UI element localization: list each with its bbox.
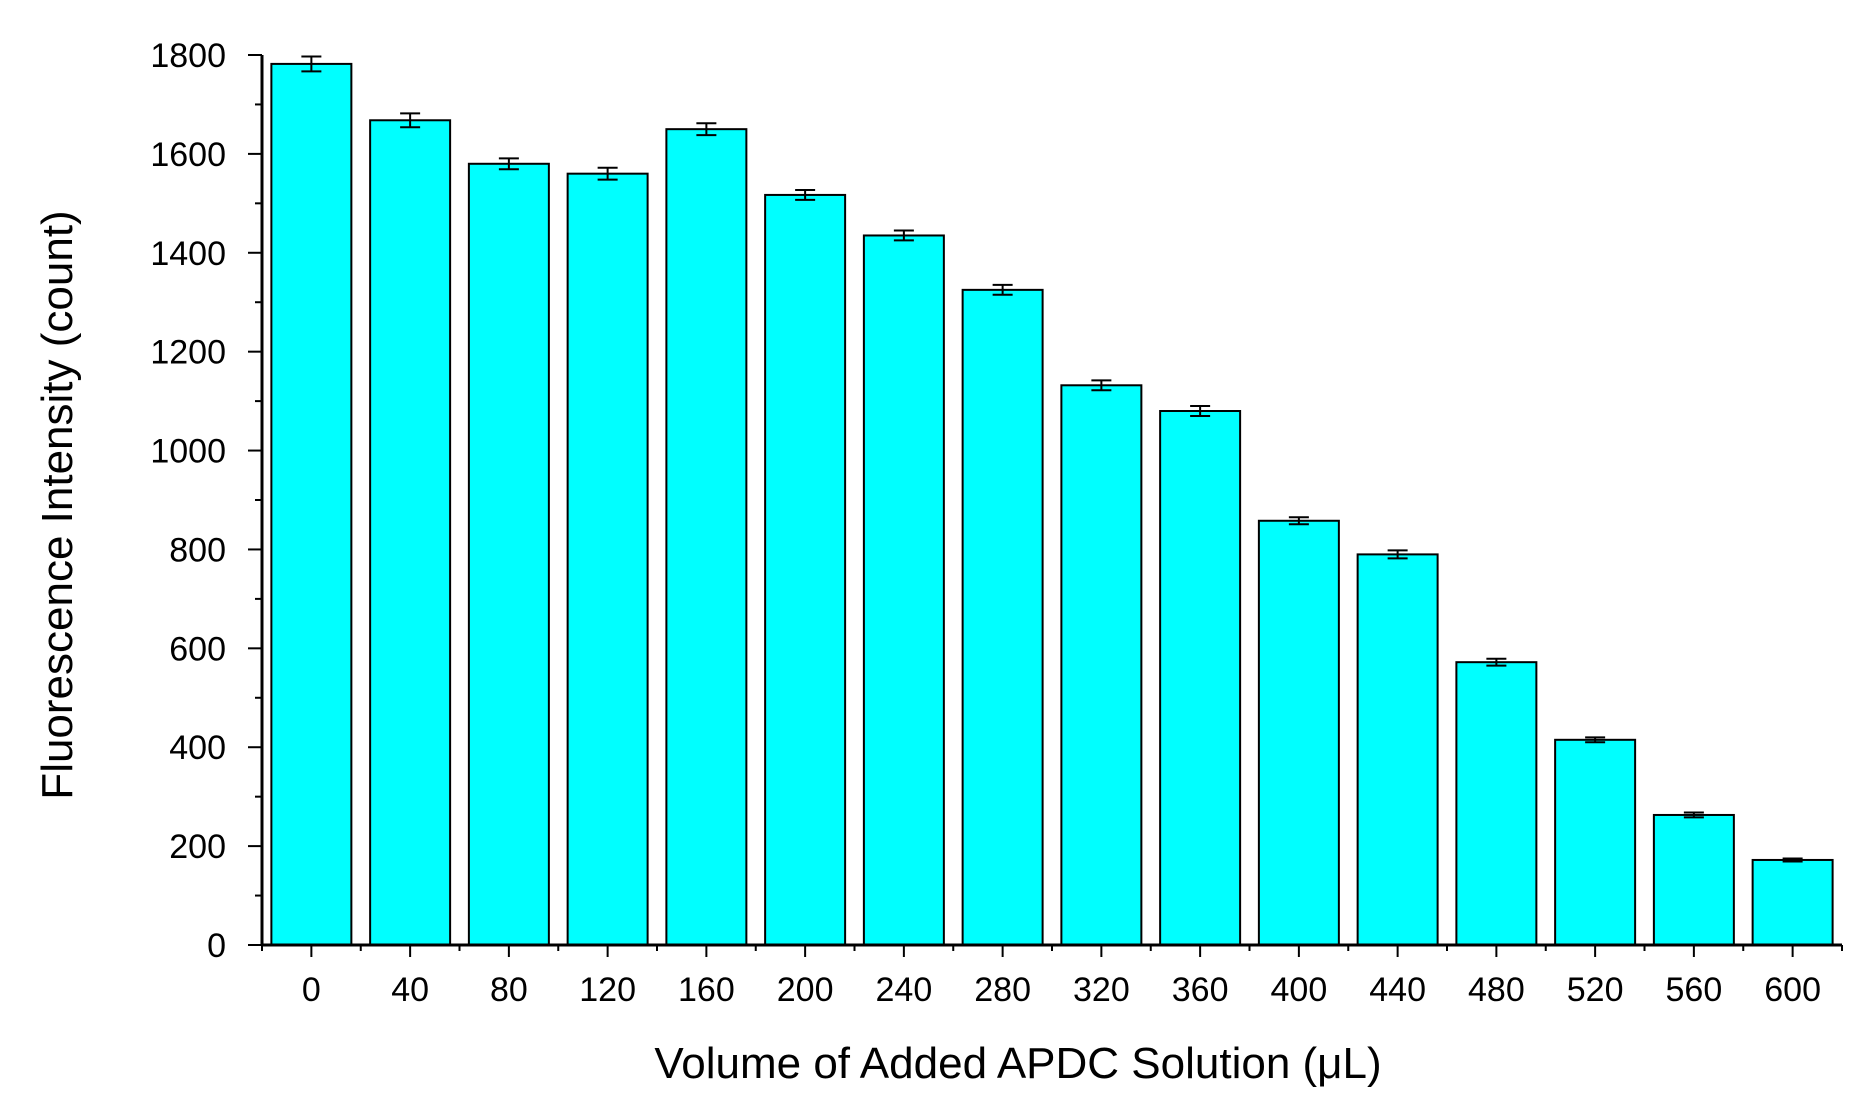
x-tick-label-320: 320 (1073, 971, 1130, 1009)
error-bar-160 (696, 122, 717, 137)
bar-600 (1751, 858, 1834, 947)
y-tick-label-800: 800 (169, 531, 226, 569)
error-bar-200 (795, 188, 816, 201)
x-tick-label-240: 240 (876, 971, 933, 1009)
bar-80 (467, 162, 550, 946)
y-tick-label-1200: 1200 (150, 334, 226, 372)
error-bar-0 (301, 55, 322, 73)
bar-240 (862, 234, 945, 946)
error-bar-240 (893, 229, 914, 242)
x-tick-label-440: 440 (1369, 971, 1426, 1009)
bar-40 (369, 119, 452, 947)
x-tick-label-0: 0 (302, 971, 321, 1009)
x-tick-label-120: 120 (579, 971, 636, 1009)
error-bars-layer (301, 55, 1803, 863)
error-bar-440 (1387, 549, 1408, 560)
error-bar-400 (1288, 516, 1309, 526)
y-tick-label-400: 400 (169, 729, 226, 767)
tick-labels-layer: 0 40 80 120 160 200 240 280 320 360 400 440 480 520 56… (150, 37, 1821, 1009)
bar-0 (270, 62, 353, 946)
x-axis-title: Volume of Added APDC Solution (μL) (654, 1039, 1381, 1088)
bar-360 (1159, 410, 1242, 946)
x-tick-label-200: 200 (777, 971, 834, 1009)
bar-480 (1455, 661, 1538, 947)
x-tick-label-480: 480 (1468, 971, 1525, 1009)
bar-320 (1060, 384, 1143, 946)
bars-layer (270, 62, 1834, 947)
bar-400 (1257, 519, 1340, 946)
bar-520 (1554, 738, 1637, 946)
x-tick-label-360: 360 (1172, 971, 1229, 1009)
x-tick-label-520: 520 (1567, 971, 1624, 1009)
error-bar-560 (1683, 811, 1704, 819)
x-tick-label-600: 600 (1764, 971, 1821, 1009)
error-bar-40 (400, 112, 421, 129)
bar-200 (764, 193, 847, 946)
y-tick-label-1600: 1600 (150, 136, 226, 174)
y-tick-label-600: 600 (169, 630, 226, 668)
y-tick-label-0: 0 (207, 927, 226, 965)
bar-160 (665, 128, 748, 946)
error-bar-80 (498, 157, 519, 171)
bar-440 (1356, 553, 1439, 947)
y-tick-label-1000: 1000 (150, 433, 226, 471)
x-tick-label-280: 280 (974, 971, 1031, 1009)
error-bar-280 (992, 283, 1013, 296)
y-axis-title: Fluorescence Intensity (count) (33, 210, 82, 799)
x-tick-label-560: 560 (1666, 971, 1723, 1009)
error-bar-520 (1585, 736, 1606, 744)
error-bar-120 (597, 166, 618, 181)
error-bar-360 (1190, 405, 1211, 417)
x-tick-label-80: 80 (490, 971, 528, 1009)
bar-120 (566, 172, 649, 946)
y-tick-label-200: 200 (169, 828, 226, 866)
bar-280 (961, 288, 1044, 947)
x-tick-label-400: 400 (1271, 971, 1328, 1009)
y-tick-label-1800: 1800 (150, 37, 226, 75)
bar-560 (1652, 813, 1735, 947)
y-tick-label-1400: 1400 (150, 235, 226, 273)
axes-layer (248, 54, 1843, 957)
x-tick-label-160: 160 (678, 971, 735, 1009)
x-tick-label-40: 40 (391, 971, 429, 1009)
error-bar-600 (1782, 857, 1803, 863)
error-bar-480 (1486, 657, 1507, 667)
error-bar-320 (1091, 379, 1112, 392)
